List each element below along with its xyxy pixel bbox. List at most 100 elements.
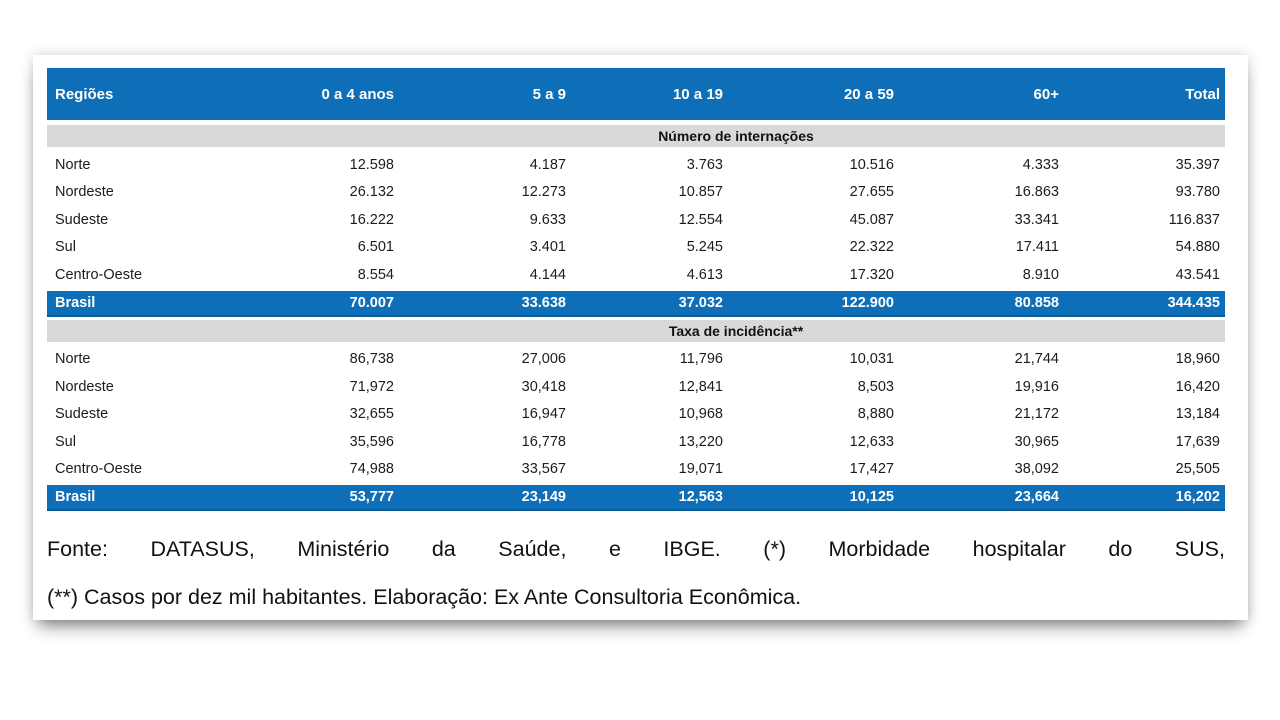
value-cell: 22.322 [849,239,894,256]
regions-table: Regiões 0 a 4 anos 5 a 9 10 a 19 20 a 59 60+ T… [47,68,1225,511]
column-header-regions: Regiões [55,85,114,103]
region-cell: Sul [55,239,76,256]
value-cell: 23,664 [1014,489,1059,505]
value-cell: 19,071 [678,461,723,478]
value-cell: 17.411 [1015,239,1059,256]
value-cell: 19,916 [1014,378,1059,395]
source-note: Fonte: DATASUS, Ministério da Saúde, e I… [47,525,1225,621]
table-row: Sudeste 32,655 16,947 10,968 8,880 21,172 13,1… [47,401,1225,429]
value-cell: 74,988 [349,461,394,478]
value-cell: 12.554 [678,211,723,228]
value-cell: 11,796 [679,351,723,368]
table-row: Sudeste 16.222 9.633 12.554 45.087 33.341 116.… [47,206,1225,234]
value-cell: 10,125 [849,489,894,505]
slide-card: Regiões 0 a 4 anos 5 a 9 10 a 19 20 a 59 60+ T… [33,55,1248,620]
value-cell: 3.763 [686,156,723,173]
value-cell: 30,418 [521,378,566,395]
value-cell: 54.880 [1175,239,1220,256]
region-cell: Norte [55,351,91,368]
value-cell: 18,960 [1175,351,1220,368]
table-row: Nordeste 71,972 30,418 12,841 8,503 19,916 16,… [47,373,1225,401]
value-cell: 35.397 [1175,156,1220,173]
value-cell: 6.501 [357,239,394,256]
table-row: Norte 12.598 4.187 3.763 10.516 4.333 35.397 [47,151,1225,179]
value-cell: 26.132 [349,184,394,201]
value-cell: 12,841 [678,378,723,395]
value-cell: 16,420 [1175,378,1220,395]
value-cell: 9.633 [529,211,566,228]
column-header: 60+ [1033,85,1059,103]
column-header: 5 a 9 [532,85,566,103]
value-cell: 70.007 [349,294,394,311]
value-cell: 38,092 [1014,461,1059,478]
total-row: Brasil 53,777 23,149 12,563 10,125 23,664 16,2… [47,485,1225,511]
value-cell: 30,965 [1014,433,1059,450]
region-cell: Nordeste [55,378,114,395]
value-cell: 27,006 [521,351,566,368]
region-cell: Brasil [55,489,96,505]
value-cell: 33.638 [521,294,566,311]
value-cell: 13,220 [678,433,723,450]
value-cell: 10.516 [849,156,894,173]
total-row: Brasil 70.007 33.638 37.032 122.900 80.858 344… [47,290,1225,317]
value-cell: 25,505 [1175,461,1220,478]
section-band: Número de internações [47,125,1225,147]
table-header-row: Regiões 0 a 4 anos 5 a 9 10 a 19 20 a 59 60+ T… [47,68,1225,122]
value-cell: 10,031 [849,351,894,368]
region-cell: Sul [55,433,76,450]
value-cell: 12.273 [521,184,566,201]
value-cell: 344.435 [1167,294,1220,311]
value-cell: 23,149 [521,489,566,505]
value-cell: 4.187 [529,156,566,173]
region-cell: Sudeste [55,406,109,423]
value-cell: 21,744 [1014,351,1059,368]
column-header: 10 a 19 [672,85,723,103]
value-cell: 8,503 [857,378,894,395]
section-title: Taxa de incidência** [668,322,804,339]
table-row: Sul 6.501 3.401 5.245 22.322 17.411 54.880 [47,234,1225,262]
value-cell: 8.910 [1022,266,1059,283]
value-cell: 10.857 [678,184,723,201]
value-cell: 8,880 [857,406,894,423]
region-cell: Centro-Oeste [55,266,143,283]
value-cell: 4.144 [529,266,566,283]
value-cell: 86,738 [349,351,394,368]
value-cell: 80.858 [1014,294,1059,311]
value-cell: 27.655 [849,184,894,201]
table-row: Centro-Oeste 74,988 33,567 19,071 17,427 38,0… [47,456,1225,484]
section-title: Número de internações [658,128,814,144]
value-cell: 4.613 [686,266,723,283]
region-cell: Nordeste [55,184,114,201]
value-cell: 17,639 [1175,433,1220,450]
value-cell: 13,184 [1175,406,1220,423]
region-cell: Centro-Oeste [55,461,143,478]
value-cell: 16,778 [521,433,566,450]
region-cell: Norte [55,156,91,173]
source-note-line1: Fonte: DATASUS, Ministério da Saúde, e I… [47,537,1225,561]
value-cell: 32,655 [349,406,394,423]
value-cell: 53,777 [349,489,394,505]
value-cell: 33,567 [521,461,566,478]
column-header: Total [1185,85,1220,103]
column-header: 20 a 59 [843,85,894,103]
value-cell: 8.554 [357,266,394,283]
value-cell: 12,633 [849,433,894,450]
value-cell: 17,427 [849,461,894,478]
value-cell: 71,972 [349,378,394,395]
region-cell: Sudeste [55,211,109,228]
value-cell: 45.087 [849,211,894,228]
value-cell: 43.541 [1175,266,1220,283]
table-row: Sul 35,596 16,778 13,220 12,633 30,965 17,639 [47,428,1225,456]
source-note-line2: (**) Casos por dez mil habitantes. Elabo… [47,585,802,609]
value-cell: 37.032 [678,294,723,311]
table-row: Centro-Oeste 8.554 4.144 4.613 17.320 8.910 43… [47,261,1225,289]
value-cell: 122.900 [841,294,894,311]
value-cell: 16.863 [1014,184,1059,201]
value-cell: 21,172 [1014,406,1059,423]
value-cell: 35,596 [349,433,394,450]
value-cell: 12.598 [349,156,394,173]
table-row: Nordeste 26.132 12.273 10.857 27.655 16.863 93… [47,179,1225,207]
value-cell: 16.222 [349,211,394,228]
value-cell: 93.780 [1175,184,1220,201]
value-cell: 5.245 [686,239,723,256]
